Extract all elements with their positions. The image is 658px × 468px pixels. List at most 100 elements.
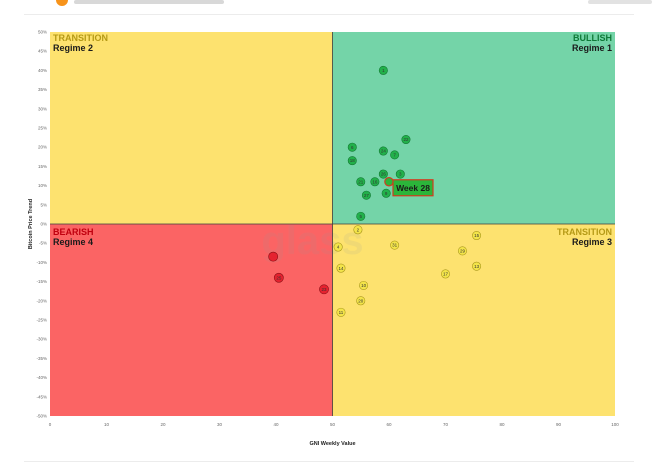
- y-tick-label: 0%: [40, 222, 47, 227]
- regime-scatter-chart: glass TRANSITION Regime 2 BULLISH Regime…: [28, 30, 619, 448]
- y-axis-title: Bitcoin Price Trend: [28, 199, 34, 249]
- y-axis-ticks: 50% 45% 40% 35% 30% 25% 20% 15% 10% 5% 0% -5% -10% -1…: [36, 30, 47, 419]
- y-tick-label: -25%: [36, 318, 47, 323]
- point-marker: [378, 169, 388, 179]
- quadrant-top-right: [332, 32, 615, 224]
- point-label: 9: [385, 191, 388, 196]
- data-point-bullish: 1: [378, 65, 388, 75]
- point-label: 14: [338, 266, 344, 271]
- bottom-right-state-label: TRANSITION: [557, 227, 612, 237]
- current-point-marker: [384, 176, 394, 187]
- y-tick-label: -50%: [36, 414, 47, 419]
- y-tick-label: -10%: [36, 260, 47, 265]
- point-marker: [273, 272, 284, 283]
- data-point-transition: 31: [390, 240, 400, 250]
- y-tick-label: 50%: [38, 30, 47, 35]
- data-point-bullish: 27: [361, 190, 371, 200]
- data-point-transition: 29: [457, 246, 467, 256]
- point-marker: [333, 242, 343, 252]
- data-point-transition: 2: [353, 225, 363, 235]
- y-tick-label: 15%: [38, 164, 47, 169]
- data-point-bearish: 23: [319, 284, 329, 295]
- x-tick-label: 80: [499, 422, 505, 427]
- y-tick-label: 25%: [38, 126, 47, 131]
- point-label: 4: [337, 245, 340, 250]
- data-point-transition: 15: [472, 231, 482, 241]
- data-point-transition: 17: [440, 269, 450, 279]
- point-marker: [457, 246, 467, 256]
- quadrant-bottom-left: [50, 224, 333, 416]
- x-tick-label: 0: [49, 422, 52, 427]
- data-point-transition: 4: [333, 242, 343, 252]
- data-point-transition: 14: [336, 263, 346, 273]
- data-point-bearish: 25: [273, 272, 284, 283]
- point-marker: [359, 280, 369, 290]
- point-label: 16: [372, 179, 378, 184]
- x-tick-label: 40: [273, 422, 279, 427]
- bottom-left-regime-label: Regime 4: [53, 237, 93, 247]
- y-tick-label: -45%: [36, 394, 47, 399]
- quadrant-bottom-right: [332, 224, 615, 416]
- point-marker: [381, 188, 391, 198]
- y-tick-label: -35%: [36, 356, 47, 361]
- chart-card: glass TRANSITION Regime 2 BULLISH Regime…: [24, 14, 634, 462]
- point-label: 31: [392, 243, 398, 248]
- data-point-bullish: 5: [356, 211, 366, 221]
- top-left-state-label: TRANSITION: [53, 33, 108, 43]
- data-point-bullish: 9: [381, 188, 391, 198]
- point-marker: [268, 251, 279, 262]
- data-point-bullish: 16: [370, 177, 380, 187]
- point-label: 25: [276, 275, 282, 280]
- quadrant-top-left: [50, 32, 333, 224]
- data-point-bullish: 21: [356, 177, 366, 187]
- data-point-bullish: 26: [378, 169, 388, 179]
- point-label: 20: [358, 298, 364, 303]
- watermark: glass: [261, 219, 363, 263]
- data-point-transition: 10: [359, 280, 369, 290]
- x-tick-label: 10: [104, 422, 110, 427]
- y-tick-label: 10%: [38, 183, 47, 188]
- bottom-left-state-label: BEARISH: [53, 227, 94, 237]
- x-tick-label: 70: [443, 422, 449, 427]
- point-marker: [336, 263, 346, 273]
- y-tick-label: 30%: [38, 106, 47, 111]
- data-point-bearish: [268, 251, 279, 262]
- point-label: 24: [381, 149, 387, 154]
- header-title: [74, 0, 224, 4]
- point-label: 10: [361, 283, 367, 288]
- point-marker: [319, 284, 329, 295]
- point-label: 18: [350, 158, 356, 163]
- point-marker: [378, 146, 388, 156]
- y-tick-label: 45%: [38, 49, 47, 54]
- y-tick-label: 5%: [40, 202, 47, 207]
- point-label: 3: [399, 172, 402, 177]
- header-strip: [28, 0, 652, 6]
- data-point-bullish: 3: [395, 169, 405, 179]
- point-label: 23: [322, 287, 328, 292]
- data-point-transition: 11: [336, 307, 346, 317]
- point-label: 1: [382, 68, 385, 73]
- point-label: 27: [364, 193, 370, 198]
- point-label: 15: [474, 233, 480, 238]
- data-point-bullish: 7: [390, 150, 400, 160]
- top-left-regime-label: Regime 2: [53, 43, 93, 53]
- current-week-badge: [392, 179, 434, 197]
- quadrant-labels: TRANSITION Regime 2 BULLISH Regime 1 BEA…: [53, 33, 612, 247]
- point-marker: [378, 65, 388, 75]
- point-marker: [347, 156, 357, 166]
- data-point-bullish: 6: [347, 142, 357, 152]
- point-marker: [472, 231, 482, 241]
- header-right-text: [588, 0, 652, 4]
- point-marker: [356, 177, 366, 187]
- point-label: 13: [474, 264, 480, 269]
- point-marker: [356, 296, 366, 306]
- x-tick-label: 50: [330, 422, 336, 427]
- point-label: 29: [460, 248, 466, 253]
- bottom-right-regime-label: Regime 3: [572, 237, 612, 247]
- point-label: 17: [443, 272, 449, 277]
- point-label: 11: [339, 310, 344, 315]
- x-tick-label: 30: [217, 422, 223, 427]
- point-marker: [440, 269, 450, 279]
- data-point-bullish: 22: [401, 135, 411, 145]
